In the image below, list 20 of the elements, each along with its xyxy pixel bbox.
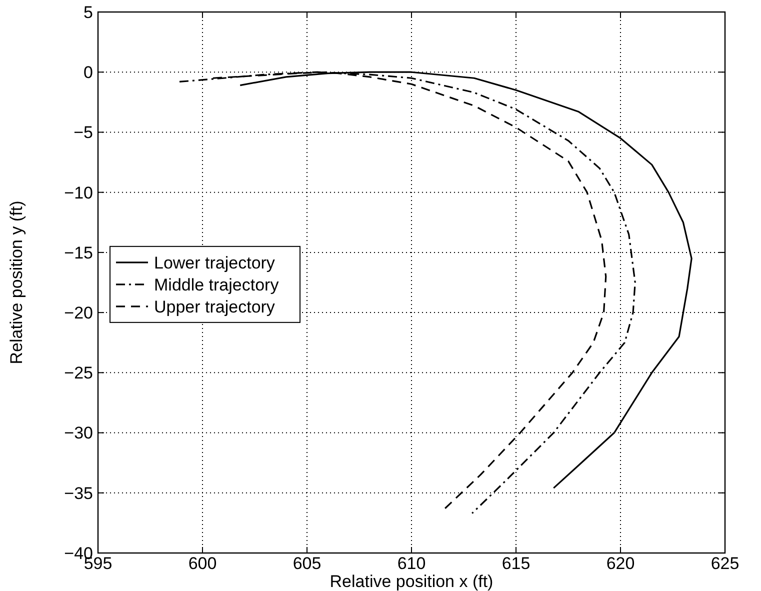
y-tick-label: −35 xyxy=(64,484,93,503)
y-tick-label: −15 xyxy=(64,243,93,262)
x-tick-label: 600 xyxy=(188,554,217,573)
x-tick-label: 615 xyxy=(502,554,530,573)
x-axis-title: Relative position x (ft) xyxy=(330,572,494,591)
x-tick-label: 625 xyxy=(710,554,740,573)
y-tick-label: −25 xyxy=(64,364,93,383)
y-tick-label: 5 xyxy=(84,2,93,22)
legend-label: Upper trajectory xyxy=(154,297,276,316)
x-tick-label: 620 xyxy=(606,554,635,573)
legend-label: Lower trajectory xyxy=(154,253,276,272)
y-tick-label: −30 xyxy=(64,424,93,443)
y-axis-title: Relative position y (ft) xyxy=(7,200,26,364)
legend-label: Middle trajectory xyxy=(154,275,280,294)
x-tick-label: 605 xyxy=(292,554,322,573)
y-tick-label: −10 xyxy=(64,183,93,202)
y-tick-label: −20 xyxy=(64,304,93,323)
y-tick-label: −5 xyxy=(74,123,93,142)
x-tick-label: 610 xyxy=(397,554,426,573)
y-tick-label: 0 xyxy=(84,63,93,82)
